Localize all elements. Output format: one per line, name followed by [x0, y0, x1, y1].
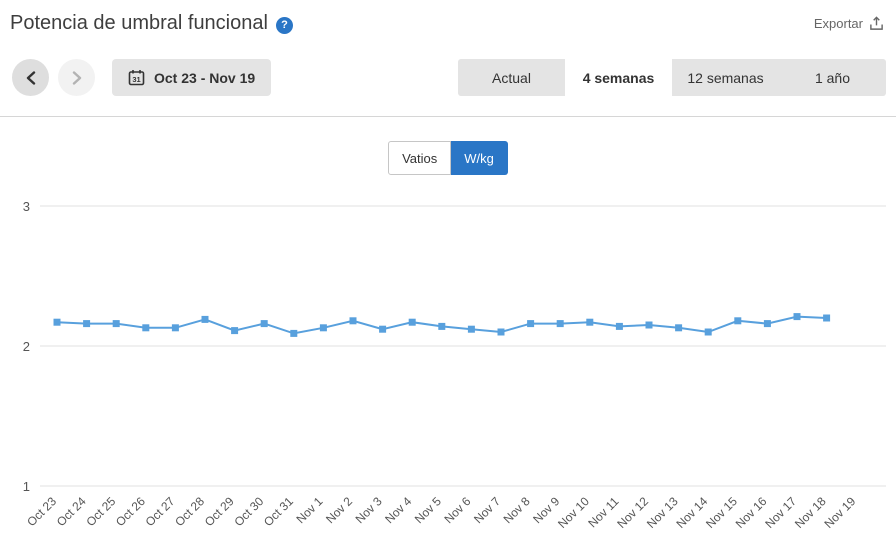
data-point-marker[interactable]: [319, 324, 327, 332]
x-axis-label: Nov 1: [293, 494, 325, 526]
data-point-marker[interactable]: [83, 320, 91, 328]
x-axis-label: Nov 5: [412, 494, 444, 526]
x-axis-label: Oct 23: [24, 494, 59, 529]
data-point-marker[interactable]: [734, 317, 742, 325]
x-axis-label: Nov 14: [674, 494, 711, 531]
x-axis-label: Nov 3: [353, 494, 385, 526]
export-icon: [870, 16, 883, 30]
period-toolbar: 31 Oct 23 - Nov 19 Actual 4 semanas 12 s…: [0, 59, 896, 96]
data-point-marker[interactable]: [763, 320, 771, 328]
data-point-marker[interactable]: [823, 314, 831, 322]
next-period-button[interactable]: [58, 59, 95, 96]
data-point-marker[interactable]: [438, 322, 446, 330]
x-axis-label: Oct 31: [261, 494, 296, 529]
tab-12-semanas[interactable]: 12 semanas: [672, 59, 779, 96]
export-button[interactable]: Exportar: [814, 16, 884, 31]
tab-actual[interactable]: Actual: [458, 59, 565, 96]
data-point-marker[interactable]: [231, 327, 239, 335]
x-axis-label: Oct 27: [143, 494, 178, 529]
data-point-marker[interactable]: [793, 313, 801, 321]
data-point-marker[interactable]: [379, 325, 387, 333]
data-point-marker[interactable]: [290, 329, 298, 337]
page-title: Potencia de umbral funcional: [10, 12, 268, 34]
export-label: Exportar: [813, 16, 863, 31]
data-point-marker[interactable]: [171, 324, 179, 332]
data-point-marker[interactable]: [467, 325, 475, 333]
x-axis-label: Nov 12: [614, 494, 651, 531]
x-axis-label: Nov 16: [733, 494, 770, 531]
x-axis-label: Oct 29: [202, 494, 237, 529]
previous-period-button[interactable]: [12, 59, 49, 96]
data-point-marker[interactable]: [349, 317, 357, 325]
x-axis-label: Nov 6: [441, 494, 473, 526]
x-axis-label: Nov 4: [382, 494, 414, 526]
unit-vatios-button[interactable]: Vatios: [388, 141, 452, 175]
x-axis-label: Nov 13: [644, 494, 681, 531]
x-axis-label: Oct 25: [83, 494, 118, 529]
x-axis-label: Nov 11: [585, 494, 621, 530]
tab-1-ano[interactable]: 1 año: [779, 59, 886, 96]
data-point-marker[interactable]: [112, 320, 120, 328]
x-axis-label: Nov 15: [703, 494, 740, 531]
x-axis-label: Nov 17: [762, 494, 799, 531]
calendar-day-number: 31: [132, 75, 140, 84]
tab-4-semanas[interactable]: 4 semanas: [565, 59, 672, 96]
date-range-label: Oct 23 - Nov 19: [154, 69, 256, 86]
data-point-marker[interactable]: [53, 318, 61, 326]
unit-toggle: Vatios W/kg: [0, 141, 896, 175]
unit-wkg-button[interactable]: W/kg: [451, 141, 508, 175]
y-axis-label: 2: [23, 339, 30, 354]
data-point-marker[interactable]: [675, 324, 683, 332]
data-point-marker[interactable]: [556, 320, 564, 328]
data-point-marker[interactable]: [142, 324, 150, 332]
data-point-marker[interactable]: [586, 318, 594, 326]
help-icon[interactable]: ?: [275, 16, 293, 34]
period-tabs: Actual 4 semanas 12 semanas 1 año: [458, 59, 886, 96]
widget-header: Potencia de umbral funcional ? Exportar: [0, 0, 896, 35]
divider: [0, 116, 896, 117]
y-axis-label: 3: [23, 199, 30, 214]
data-point-marker[interactable]: [260, 320, 268, 328]
data-point-marker[interactable]: [201, 315, 209, 323]
x-axis-label: Nov 18: [792, 494, 829, 531]
chevron-left-icon: [26, 70, 35, 85]
data-point-marker[interactable]: [704, 328, 712, 336]
x-axis-label: Nov 2: [323, 494, 355, 526]
date-range-button[interactable]: 31 Oct 23 - Nov 19: [112, 59, 272, 96]
chevron-right-icon: [72, 70, 81, 85]
data-point-marker[interactable]: [527, 320, 535, 328]
data-point-marker[interactable]: [615, 322, 623, 330]
data-point-marker[interactable]: [408, 318, 416, 326]
calendar-icon: 31: [128, 70, 145, 86]
x-axis-label: Nov 8: [501, 494, 533, 526]
x-axis-label: Nov 10: [555, 494, 592, 531]
x-axis-label: Oct 26: [113, 494, 148, 529]
data-point-marker[interactable]: [497, 328, 505, 336]
x-axis-label: Oct 24: [54, 494, 89, 529]
x-axis-label: Nov 19: [822, 494, 859, 531]
x-axis-label: Oct 30: [231, 494, 266, 529]
data-point-marker[interactable]: [645, 321, 653, 329]
x-axis-label: Oct 28: [172, 494, 207, 529]
x-axis-label: Nov 7: [471, 494, 503, 526]
y-axis-label: 1: [23, 479, 30, 494]
